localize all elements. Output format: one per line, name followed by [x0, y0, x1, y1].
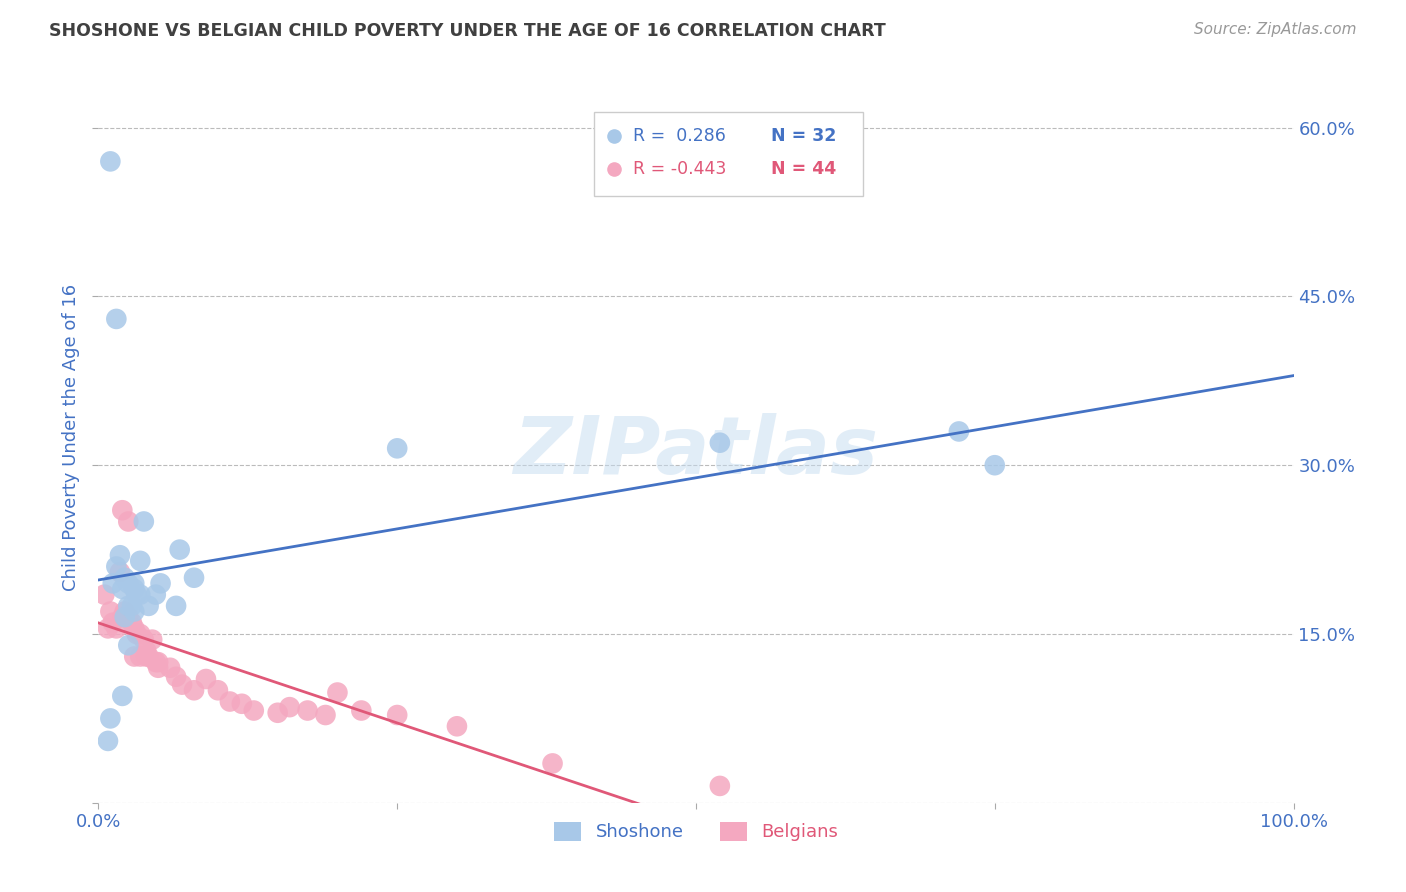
Point [121, 599, 143, 613]
Point [385, 442, 409, 456]
Point [117, 599, 139, 613]
Point [117, 638, 139, 652]
Point [105, 559, 128, 574]
Point [105, 621, 128, 635]
Point [108, 565, 131, 579]
Point [121, 615, 143, 630]
Point [93, 588, 115, 602]
Point [124, 582, 146, 596]
Point [132, 515, 155, 529]
Point [149, 576, 172, 591]
Point [278, 700, 301, 714]
Point [129, 588, 152, 602]
Point [709, 435, 731, 450]
Point [141, 632, 163, 647]
Text: N = 32: N = 32 [772, 127, 837, 145]
Point [148, 655, 170, 669]
Point [97, 621, 120, 635]
Point [101, 615, 124, 630]
Point [183, 571, 205, 585]
Point [446, 719, 468, 733]
Point [98, 605, 122, 619]
Point [326, 685, 349, 699]
FancyBboxPatch shape [595, 112, 863, 195]
Point [135, 649, 157, 664]
Point [169, 542, 191, 557]
Point [948, 425, 970, 439]
Point [108, 548, 131, 562]
Point [138, 649, 160, 664]
Point [124, 649, 146, 664]
Point [231, 697, 253, 711]
Point [111, 582, 134, 596]
Point [111, 610, 134, 624]
Point [165, 670, 187, 684]
Point [315, 708, 337, 723]
Point [148, 661, 170, 675]
Point [138, 599, 160, 613]
Point [195, 672, 218, 686]
Point [129, 649, 152, 664]
Point [125, 627, 148, 641]
Point [105, 312, 128, 326]
Text: N = 44: N = 44 [772, 160, 837, 178]
Point [385, 708, 409, 723]
Point [135, 644, 157, 658]
Point [124, 576, 146, 591]
Point [129, 554, 152, 568]
Point [129, 627, 152, 641]
Point [125, 588, 148, 602]
Point [243, 704, 266, 718]
Point [207, 683, 229, 698]
Point [297, 704, 319, 718]
Point [117, 610, 139, 624]
Point [124, 621, 146, 635]
Point [183, 683, 205, 698]
Point [117, 515, 139, 529]
Point [132, 632, 155, 647]
Point [145, 655, 167, 669]
Point [111, 689, 134, 703]
Point [159, 661, 181, 675]
Text: Source: ZipAtlas.com: Source: ZipAtlas.com [1194, 22, 1357, 37]
Point [145, 588, 167, 602]
Point [101, 576, 124, 591]
Text: R =  0.286: R = 0.286 [633, 127, 725, 145]
Point [541, 756, 564, 771]
Point [350, 704, 373, 718]
Legend: Shoshone, Belgians: Shoshone, Belgians [547, 814, 845, 848]
Point [124, 605, 146, 619]
Text: R = -0.443: R = -0.443 [633, 160, 725, 178]
Point [97, 734, 120, 748]
Point [117, 576, 139, 591]
Point [111, 503, 134, 517]
Text: ZIPatlas: ZIPatlas [513, 413, 879, 491]
Point [114, 610, 136, 624]
Text: SHOSHONE VS BELGIAN CHILD POVERTY UNDER THE AGE OF 16 CORRELATION CHART: SHOSHONE VS BELGIAN CHILD POVERTY UNDER … [49, 22, 886, 40]
Y-axis label: Child Poverty Under the Age of 16: Child Poverty Under the Age of 16 [62, 284, 80, 591]
Point [267, 706, 290, 720]
Point [709, 779, 731, 793]
Point [114, 571, 136, 585]
Point [98, 154, 122, 169]
Point [984, 458, 1007, 473]
Point [114, 605, 136, 619]
Point [219, 694, 242, 708]
Point [165, 599, 187, 613]
Point [172, 678, 194, 692]
Point [98, 711, 122, 725]
